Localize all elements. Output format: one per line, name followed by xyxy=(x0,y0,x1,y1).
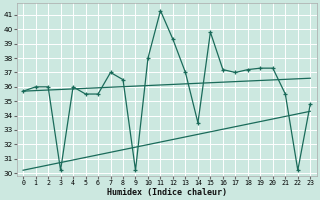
X-axis label: Humidex (Indice chaleur): Humidex (Indice chaleur) xyxy=(107,188,227,197)
